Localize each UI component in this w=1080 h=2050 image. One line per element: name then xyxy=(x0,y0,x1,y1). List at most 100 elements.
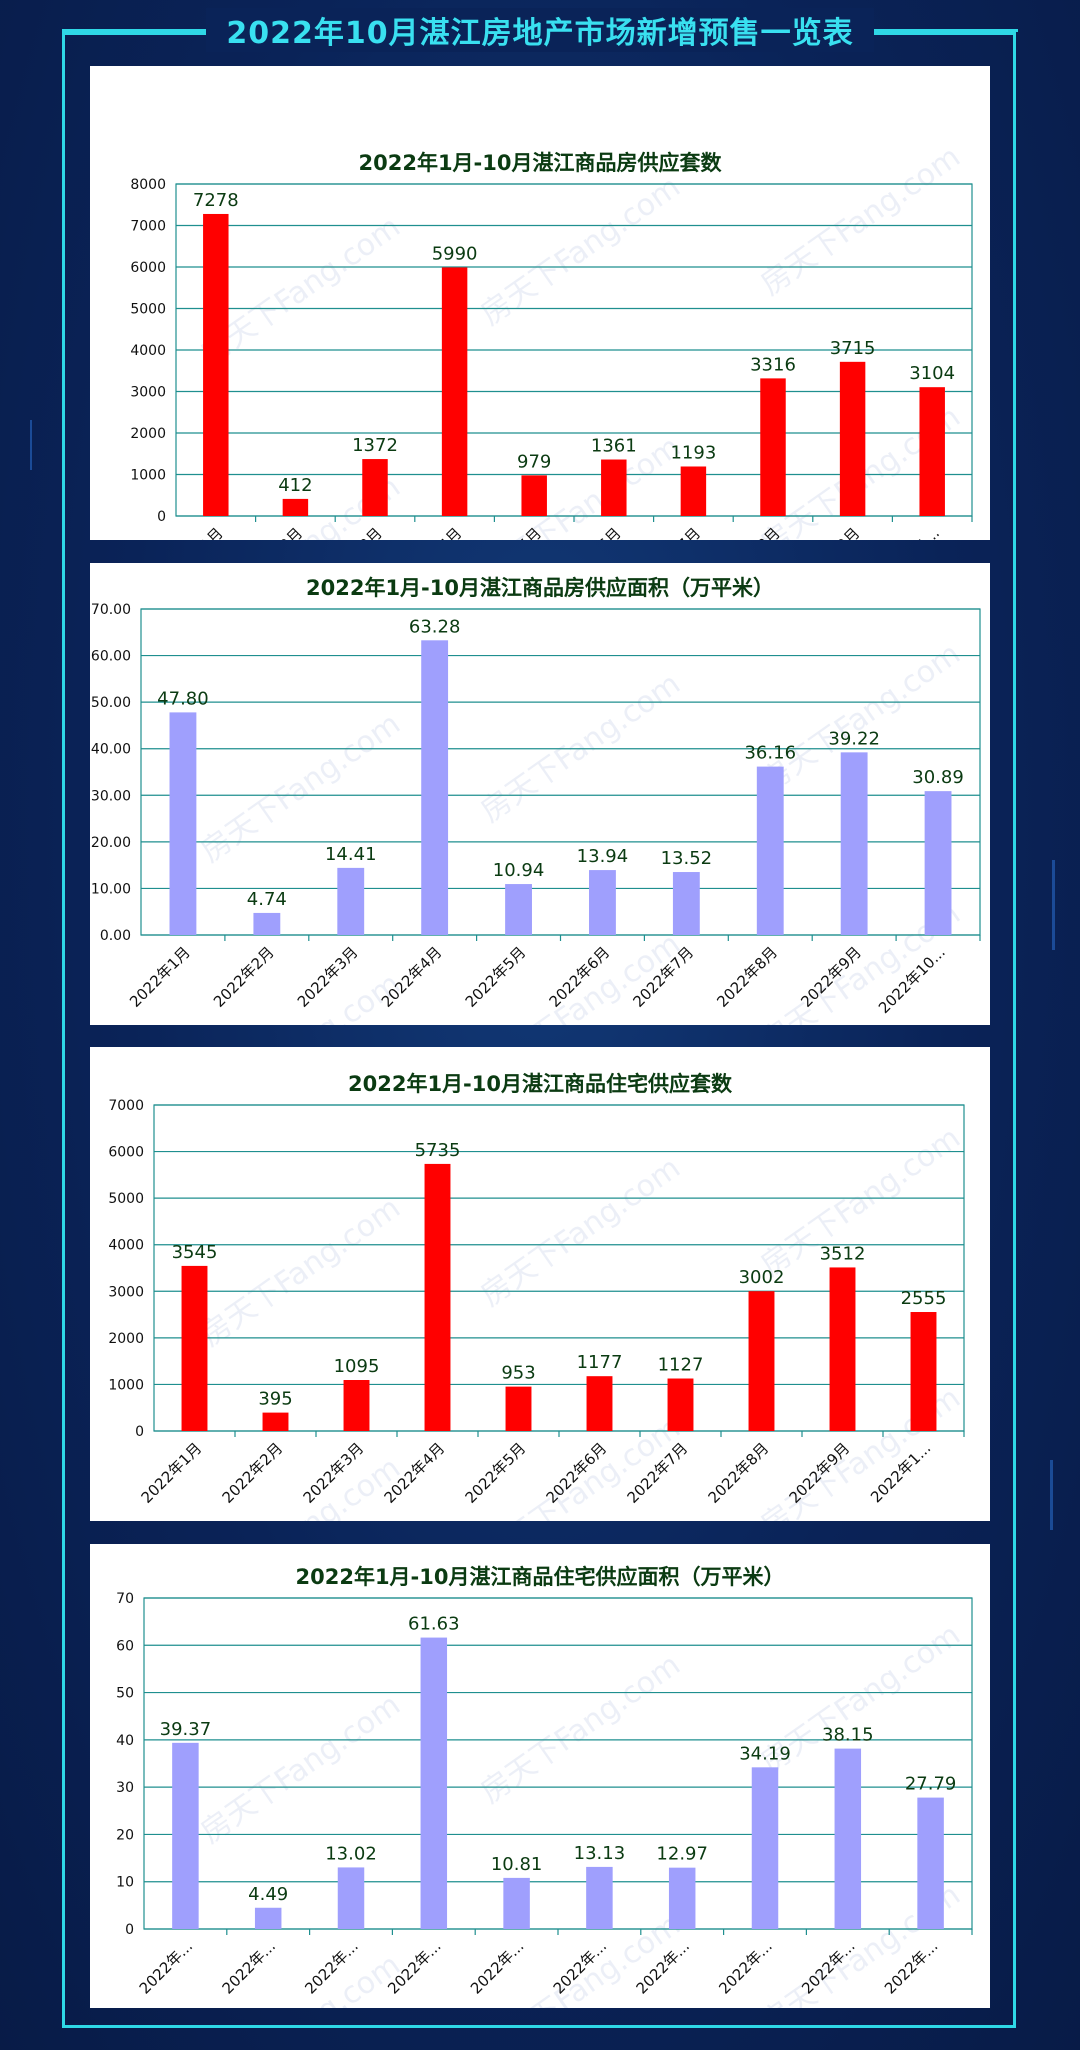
x-tick-label: 2022年5月 xyxy=(462,943,530,1011)
data-label: 3002 xyxy=(739,1267,785,1288)
y-tick-label: 1000 xyxy=(108,1377,144,1393)
x-tick-label: 2022年2月 xyxy=(239,524,307,540)
chart-panel-1: 房天下Fang.com 房天下Fang.com 房天下Fang.com 房天下Fang… xyxy=(90,66,990,540)
data-label: 39.22 xyxy=(828,728,880,749)
y-tick-label: 0 xyxy=(157,509,166,525)
data-label: 3512 xyxy=(820,1243,866,1264)
chart-title: 2022年1月-10月湛江商品房供应面积（万平米） xyxy=(306,576,774,600)
y-tick-label: 0 xyxy=(135,1424,144,1440)
watermark-text: 房天下Fang.com xyxy=(475,429,687,540)
bar xyxy=(748,1291,775,1431)
y-tick-label: 2000 xyxy=(130,426,166,442)
bar xyxy=(910,1312,937,1431)
data-label: 10.81 xyxy=(491,1854,543,1875)
data-label: 3104 xyxy=(909,363,955,384)
y-tick-label: 5000 xyxy=(108,1191,144,1207)
page-header: 2022年10月湛江房地产市场新增预售一览表 xyxy=(0,8,1080,52)
bar xyxy=(589,870,616,935)
data-label: 14.41 xyxy=(325,844,377,865)
watermark-text: 房天下Fang.com xyxy=(755,139,967,302)
data-label: 13.94 xyxy=(577,846,629,867)
data-label: 3545 xyxy=(172,1242,218,1263)
y-tick-label: 40.00 xyxy=(91,742,131,758)
y-tick-label: 1000 xyxy=(130,468,166,484)
bar xyxy=(839,361,866,516)
y-tick-label: 6000 xyxy=(108,1145,144,1161)
y-tick-label: 0.00 xyxy=(100,928,131,944)
y-tick-label: 4000 xyxy=(108,1238,144,1254)
title-line-left xyxy=(62,29,262,32)
x-tick-label: 2022年8月 xyxy=(705,1439,773,1507)
data-label: 47.80 xyxy=(157,688,209,709)
data-label: 1095 xyxy=(334,1356,380,1377)
y-tick-label: 2000 xyxy=(108,1331,144,1347)
y-tick-label: 0 xyxy=(125,1922,134,1938)
data-label: 36.16 xyxy=(744,743,796,764)
x-tick-label: 2022年2月 xyxy=(219,1439,287,1507)
bar xyxy=(505,1386,532,1431)
bar xyxy=(521,475,547,516)
bar xyxy=(181,1265,208,1431)
chart-title: 2022年1月-10月湛江商品住宅供应面积（万平米） xyxy=(296,1565,785,1589)
bar xyxy=(672,872,700,935)
data-label: 979 xyxy=(517,451,551,472)
y-tick-label: 7000 xyxy=(108,1098,144,1114)
y-tick-label: 30 xyxy=(116,1780,134,1796)
y-tick-label: 70 xyxy=(116,1591,134,1607)
bar xyxy=(169,712,197,935)
y-tick-label: 5000 xyxy=(130,302,166,318)
bar xyxy=(760,378,786,516)
data-label: 5990 xyxy=(432,243,478,264)
bar xyxy=(282,498,309,516)
data-label: 1127 xyxy=(658,1355,704,1376)
bar xyxy=(834,1748,862,1929)
bar xyxy=(840,752,868,935)
watermark-text: 房天下Fang.com xyxy=(475,666,687,829)
x-tick-label: 2022年4月 xyxy=(398,524,466,540)
background-streak xyxy=(1050,1460,1053,1530)
chart-panel-2: 房天下Fang.com 房天下Fang.com 房天下Fang.com 房天下Fang… xyxy=(90,563,990,1025)
bar xyxy=(337,1867,365,1929)
bar xyxy=(172,1742,199,1929)
data-label: 2555 xyxy=(901,1288,947,1309)
bar xyxy=(203,213,229,516)
bar xyxy=(337,867,365,935)
data-label: 4.49 xyxy=(248,1884,288,1905)
x-tick-label: 2022年8月 xyxy=(713,943,781,1011)
y-tick-label: 50.00 xyxy=(91,695,131,711)
bar xyxy=(586,1866,613,1929)
background-streak xyxy=(30,420,32,470)
data-label: 10.94 xyxy=(493,860,545,881)
x-tick-label: 2022年... xyxy=(136,1937,196,1997)
data-label: 30.89 xyxy=(912,767,964,788)
bar xyxy=(505,884,532,935)
bar xyxy=(924,791,952,935)
x-tick-label: 2022年1月 xyxy=(138,1439,206,1507)
data-label: 412 xyxy=(278,475,312,496)
data-label: 3316 xyxy=(750,354,796,375)
y-tick-label: 60 xyxy=(116,1638,134,1654)
data-label: 7278 xyxy=(193,190,239,211)
watermark-text: 房天下Fang.com xyxy=(195,1687,407,1850)
chart-panel-4: 房天下Fang.com 房天下Fang.com 房天下Fang.com 房天下Fang… xyxy=(90,1544,990,2008)
data-label: 4.74 xyxy=(247,889,287,910)
bar xyxy=(343,1380,370,1431)
x-tick-label: 2022年1... xyxy=(876,524,943,540)
bar xyxy=(362,459,388,516)
data-label: 61.63 xyxy=(408,1614,460,1635)
chart-panel-3: 房天下Fang.com 房天下Fang.com 房天下Fang.com 房天下Fang… xyxy=(90,1047,990,1521)
bar xyxy=(756,766,784,935)
x-tick-label: 2022年7月 xyxy=(637,524,705,540)
y-tick-label: 40 xyxy=(116,1733,134,1749)
page-title: 2022年10月湛江房地产市场新增预售一览表 xyxy=(206,8,874,52)
y-tick-label: 3000 xyxy=(108,1284,144,1300)
y-tick-label: 10.00 xyxy=(91,881,131,897)
data-label: 1177 xyxy=(577,1352,623,1373)
y-tick-label: 6000 xyxy=(130,260,166,276)
y-tick-label: 8000 xyxy=(130,177,166,193)
bar xyxy=(503,1877,530,1929)
background-streak xyxy=(1052,860,1055,950)
title-line-right xyxy=(818,29,1018,32)
x-tick-label: 2022年... xyxy=(467,1937,527,1997)
data-label: 63.28 xyxy=(409,616,461,637)
